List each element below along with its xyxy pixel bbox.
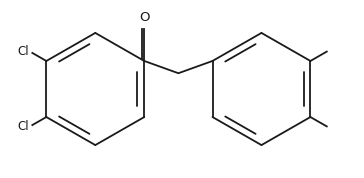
Text: Cl: Cl <box>17 120 29 133</box>
Text: Cl: Cl <box>17 45 29 58</box>
Text: O: O <box>139 11 150 24</box>
